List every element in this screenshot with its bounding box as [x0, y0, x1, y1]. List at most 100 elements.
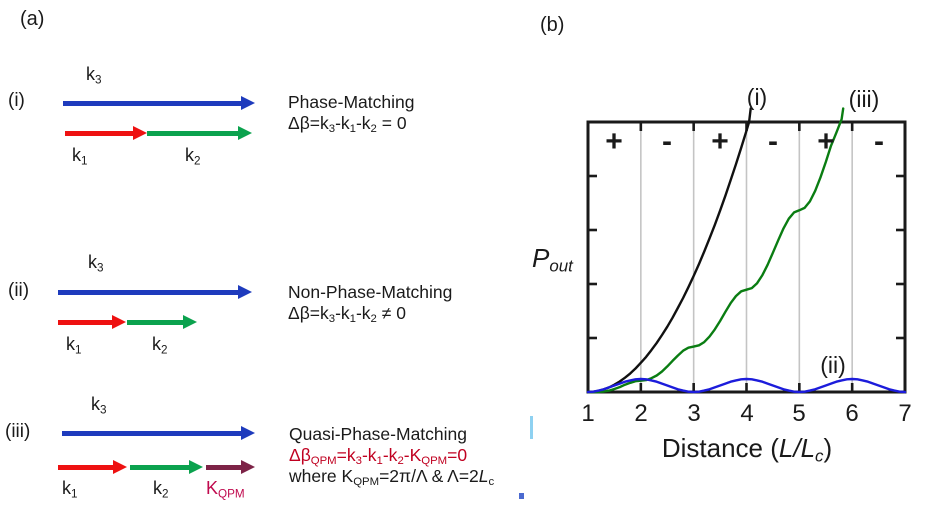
row-i-title: Phase-Matching: [288, 92, 415, 112]
x-tick-3: 3: [687, 400, 701, 427]
y-axis-label: Pout: [532, 243, 573, 276]
arrow-shaft: [127, 319, 183, 325]
text-segment: =k: [336, 445, 356, 465]
k2-label-ii: k2: [152, 334, 168, 357]
kqpm-label-iii: KQPM: [206, 478, 245, 501]
x-axis-label: Distance (L/Lc): [662, 433, 832, 466]
curve-label-ii: (ii): [820, 352, 846, 378]
text-segment: 3: [97, 261, 104, 275]
text-segment: Λ=2: [443, 466, 479, 486]
text-segment: 1: [376, 455, 383, 468]
domain-sign-1: +: [605, 125, 623, 158]
curve-label-i: (i): [746, 84, 768, 110]
arrowhead-icon: [241, 460, 255, 474]
row-i-formula: Δβ=k3-k1-k2 = 0: [288, 113, 407, 136]
text-segment: ≠ 0: [376, 303, 406, 323]
k3-label-ii: k3: [88, 252, 104, 275]
k3-label-iii: k3: [91, 394, 107, 417]
k2-label-iii: k2: [153, 478, 169, 501]
text-segment: -k: [361, 445, 377, 465]
row-ii-title: Non-Phase-Matching: [288, 282, 453, 302]
text-segment: k: [91, 394, 100, 414]
arrowhead-icon: [113, 460, 127, 474]
text-segment: k: [62, 478, 71, 498]
arrow-shaft: [206, 464, 241, 470]
text-segment: =0: [447, 445, 468, 465]
arrowhead-icon: [112, 315, 126, 329]
k1-label-i: k1: [72, 145, 88, 168]
kqpm-arrow-iii: [206, 460, 255, 474]
text-segment: 3: [355, 455, 362, 468]
k3-label-i: k3: [86, 64, 102, 87]
arrow-shaft: [147, 130, 238, 136]
arrowhead-icon: [241, 96, 255, 110]
text-segment: QPM: [310, 455, 337, 468]
row-ii-formula: Δβ=k3-k1-k2 ≠ 0: [288, 303, 406, 326]
x-tick-6: 6: [845, 400, 859, 427]
text-segment: &: [431, 466, 444, 486]
text-segment: =2π/Λ: [379, 466, 432, 486]
axis-ticks: [588, 122, 905, 392]
text-segment: k: [86, 64, 95, 84]
k1-arrow-i: [65, 126, 147, 140]
domain-sign-4: -: [768, 125, 778, 158]
text-segment: 2: [161, 343, 168, 357]
gridlines: [640, 123, 853, 391]
text-segment: 2: [397, 455, 404, 468]
k1-arrow-ii: [58, 315, 126, 329]
arrowhead-icon: [133, 126, 147, 140]
domain-sign-2: -: [662, 125, 672, 158]
arrowhead-icon: [238, 126, 252, 140]
arrow-shaft: [62, 430, 241, 436]
arrow-shaft: [58, 464, 113, 470]
text-segment: L/L: [778, 433, 816, 463]
text-segment: 1: [75, 343, 82, 357]
panel-b-label: (b): [540, 14, 565, 36]
arrow-shaft: [58, 319, 112, 325]
x-tick-7: 7: [898, 400, 912, 427]
text-segment: 1: [71, 487, 78, 501]
text-segment: QPM: [421, 455, 448, 468]
arrowhead-icon: [189, 460, 203, 474]
text-segment: k: [153, 478, 162, 498]
text-segment: QPM: [353, 476, 380, 489]
text-segment: k: [88, 252, 97, 272]
domain-sign-3: +: [711, 125, 729, 158]
text-segment: k: [152, 334, 161, 354]
text-segment: 2: [162, 487, 169, 501]
text-segment: Δβ=k: [288, 303, 329, 323]
text-cursor-artifact: [530, 416, 533, 439]
text-segment: 1: [349, 123, 356, 136]
k3-arrow-i: [63, 96, 255, 110]
text-segment: L: [478, 466, 489, 486]
text-segment: 2: [370, 313, 377, 326]
row-iii-title: Quasi-Phase-Matching: [289, 424, 467, 444]
curves: [586, 107, 907, 394]
text-segment: 1: [81, 154, 88, 168]
row-iii-formula-qpm: ΔβQPM=k3-k1-k2-KQPM=0: [289, 445, 467, 468]
text-segment: out: [549, 256, 573, 276]
text-segment: QPM: [218, 487, 245, 501]
text-segment: 3: [328, 313, 336, 326]
k2-arrow-iii: [130, 460, 203, 474]
text-segment: 1: [349, 313, 356, 326]
text-segment: 3: [95, 73, 102, 87]
row-iii-formula-where: where KQPM=2π/Λ & Λ=2Lc: [289, 466, 494, 489]
text-segment: -k: [335, 303, 350, 323]
text-segment: where K: [289, 466, 354, 486]
text-segment: -k: [355, 303, 371, 323]
text-segment: 2: [370, 123, 377, 136]
text-segment: 2: [194, 154, 201, 168]
k3-arrow-iii: [62, 426, 255, 440]
k2-arrow-ii: [127, 315, 197, 329]
text-segment: c: [488, 476, 495, 489]
k1-arrow-iii: [58, 460, 127, 474]
arrowhead-icon: [183, 315, 197, 329]
text-segment: K: [206, 478, 219, 498]
text-segment: 3: [100, 403, 107, 417]
text-segment: -k: [335, 113, 350, 133]
arrow-shaft: [58, 289, 238, 295]
text-segment: Δβ=k: [288, 113, 329, 133]
domain-sign-6: -: [874, 125, 884, 158]
